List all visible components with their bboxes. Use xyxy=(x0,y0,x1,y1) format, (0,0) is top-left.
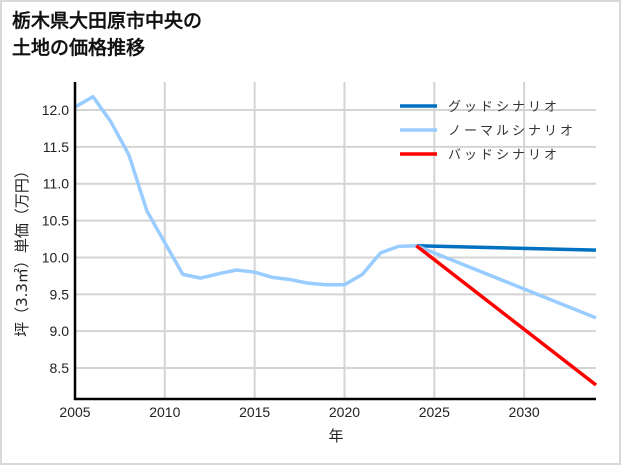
y-tick-label: 9.5 xyxy=(50,286,70,302)
y-tick-label: 10.5 xyxy=(42,213,69,229)
x-axis-label: 年 xyxy=(328,427,343,445)
series-line xyxy=(415,244,598,387)
legend-label: グッドシナリオ xyxy=(448,100,560,115)
title-line-1: 栃木県大田原市中央の xyxy=(12,10,203,32)
gridlines xyxy=(75,82,596,399)
x-tick-label: 2025 xyxy=(419,404,450,420)
y-tick-label: 10.0 xyxy=(42,249,69,265)
series-line xyxy=(416,243,597,252)
y-tick-label: 11.5 xyxy=(43,139,69,155)
series-line xyxy=(74,94,597,320)
y-tick-label: 11.0 xyxy=(43,176,69,192)
x-tick-label: 2005 xyxy=(59,404,90,420)
y-tick-label: 12.0 xyxy=(42,102,69,118)
x-tick-label: 2030 xyxy=(509,404,540,420)
title-line-2: 土地の価格推移 xyxy=(12,37,146,59)
x-tick-label: 2010 xyxy=(149,404,180,420)
x-tick-label: 2015 xyxy=(239,404,270,420)
x-tick-label: 2020 xyxy=(329,404,360,420)
y-axis-label: 坪（3.3㎡）単価（万円） xyxy=(13,163,31,337)
legend-label: バッドシナリオ xyxy=(448,148,560,163)
data-lines xyxy=(74,94,598,387)
axes xyxy=(73,82,596,401)
legend-label: ノーマルシナリオ xyxy=(448,124,576,139)
y-tick-label: 9.0 xyxy=(50,323,70,339)
y-tick-labels: 8.5 9.0 9.5 10.0 10.5 11.0 11.5 12.0 xyxy=(42,102,69,376)
chart-title: 栃木県大田原市中央の 土地の価格推移 xyxy=(12,8,202,62)
x-tick-labels: 2005 2010 2015 2020 2025 2030 xyxy=(59,404,539,420)
y-tick-label: 8.5 xyxy=(50,360,70,376)
